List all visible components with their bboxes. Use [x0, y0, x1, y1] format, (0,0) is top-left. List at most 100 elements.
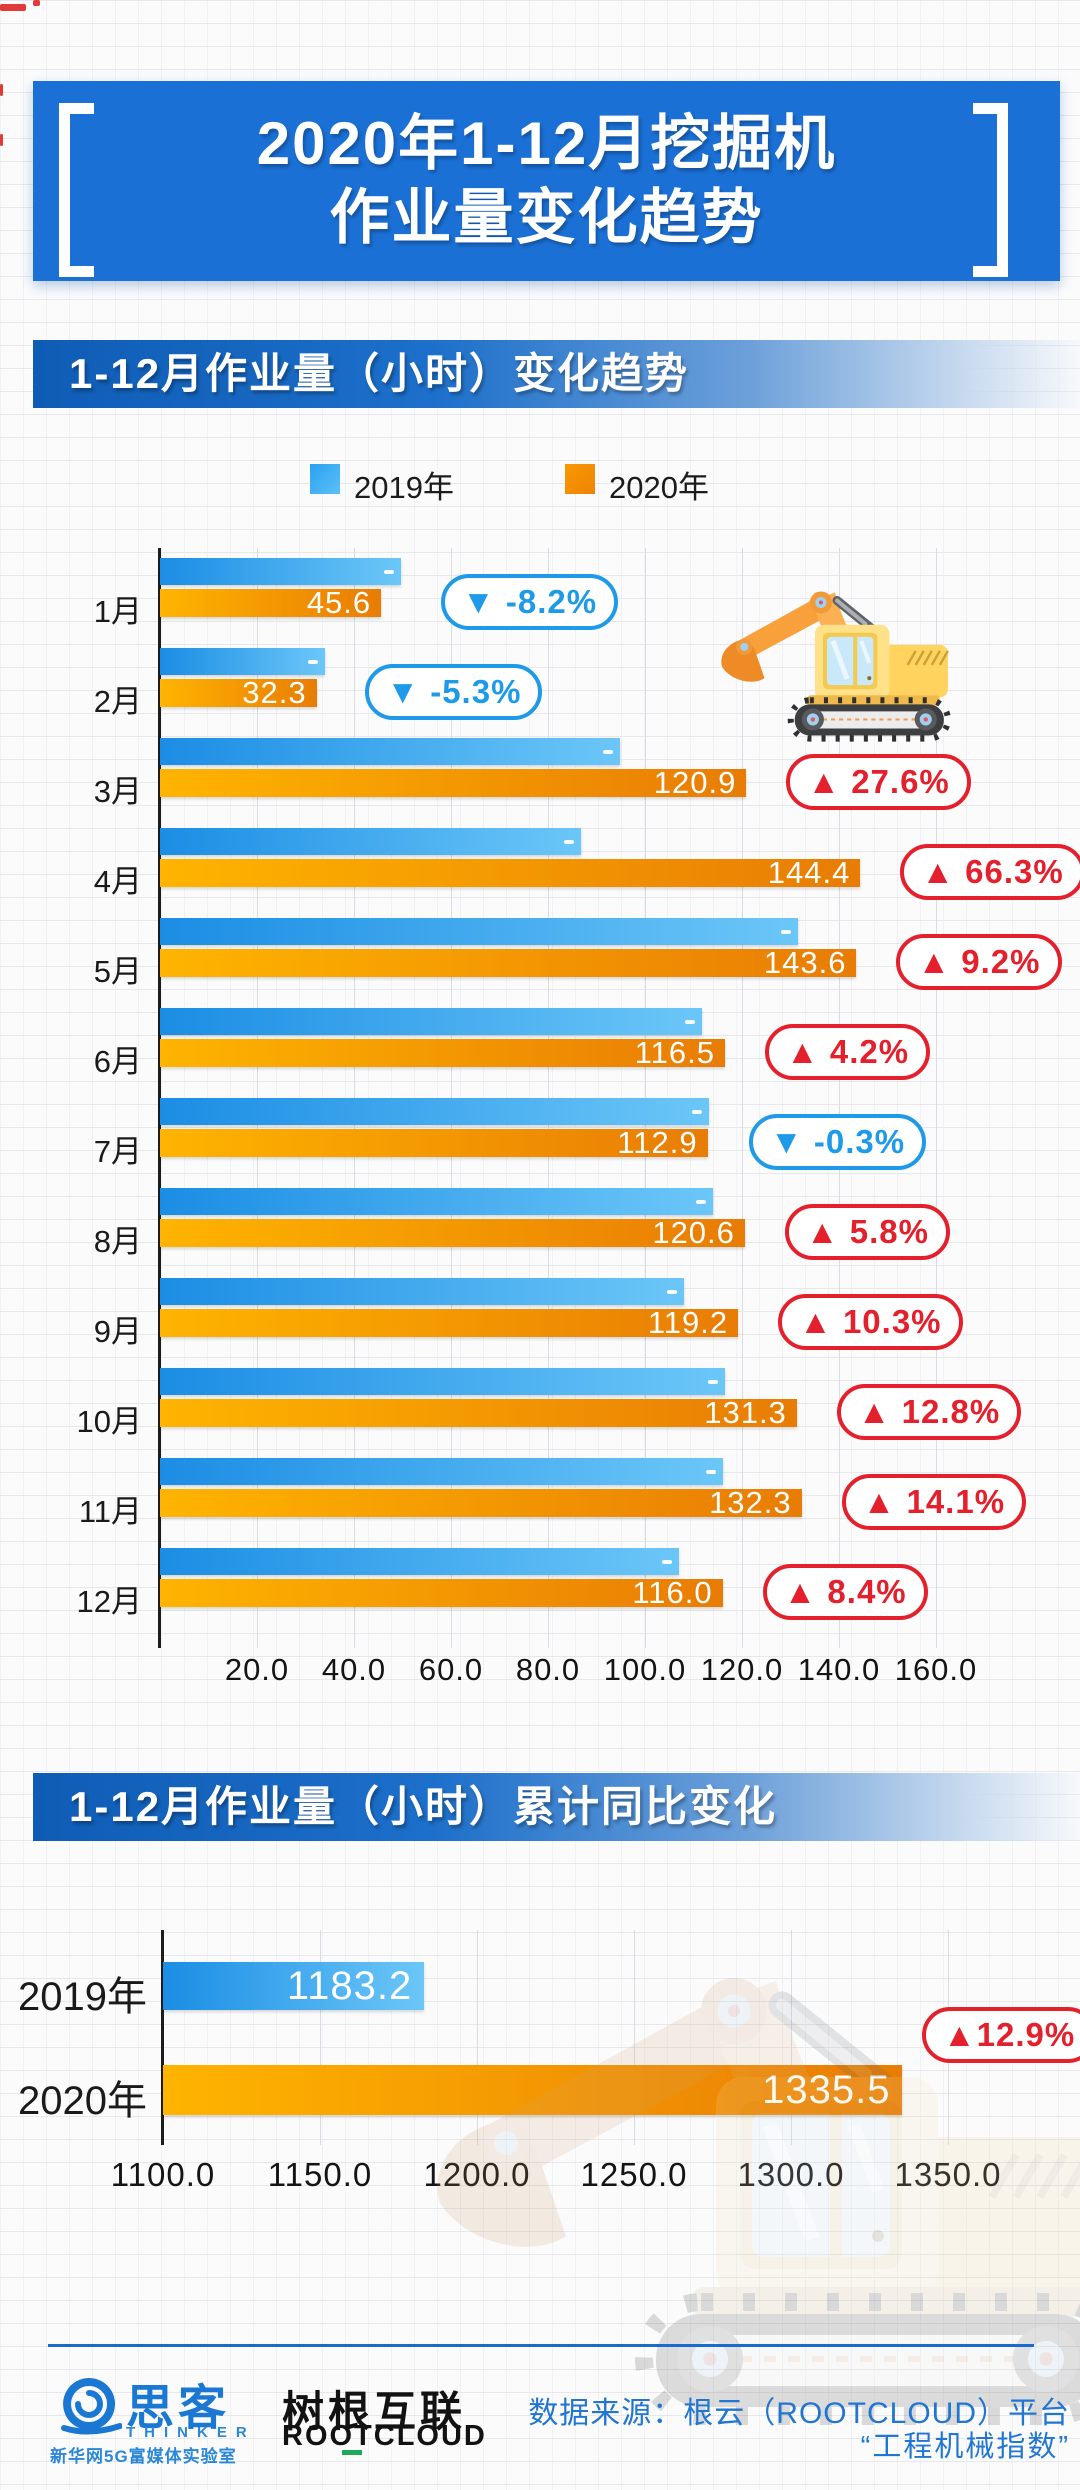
chart1-month-label: 8月 — [93, 1224, 142, 1259]
bar-2020: 132.3 — [160, 1485, 802, 1520]
paper-red-tick — [0, 84, 3, 96]
chart1-gridline — [936, 548, 937, 1648]
thinker-logo-caption: 新华网5G富媒体实验室 — [50, 2447, 237, 2466]
data-source-line1: 数据来源：根云（ROOTCLOUD）平台 — [528, 2397, 1070, 2430]
chart1-x-tick: 140.0 — [797, 1652, 881, 1687]
bar-2019 — [160, 738, 620, 765]
bar-2019 — [160, 648, 326, 675]
yoy-badge-up: ▲ 27.6% — [786, 754, 971, 810]
bar-2019 — [160, 1098, 710, 1125]
bar-2019 — [160, 828, 581, 855]
bar-value-label: 112.9 — [617, 1125, 698, 1160]
chart1-month-label: 5月 — [93, 954, 142, 989]
page-title-block: 2020年1-12月挖掘机 作业量变化趋势 — [33, 81, 1060, 281]
chart1-x-tick: 160.0 — [894, 1652, 978, 1687]
bar-2020: 116.5 — [160, 1035, 726, 1070]
bar-2020: 45.6 — [160, 585, 382, 620]
chart1-month-label: 3月 — [93, 774, 142, 809]
rootcloud-logo-text: 树根互联 — [282, 2388, 467, 2435]
bar-tip-highlight — [563, 839, 574, 844]
bar-2020: 112.9 — [160, 1125, 708, 1160]
chart1-month-label: 2月 — [93, 684, 142, 719]
cumulative-bar-2019年: 1183.2 — [163, 1962, 425, 2010]
bar-tip-highlight — [780, 929, 791, 934]
chart1-x-tick: 60.0 — [418, 1652, 484, 1687]
page-title-line1: 2020年1-12月挖掘机 — [256, 110, 837, 177]
bar-tip-highlight — [602, 749, 613, 754]
bar-value-label: 45.6 — [306, 585, 372, 620]
chart1-month-label: 4月 — [93, 864, 142, 899]
yoy-badge-up: ▲ 5.8% — [784, 1204, 950, 1260]
chart1-gridline — [742, 548, 743, 1648]
bar-value-label: 119.2 — [647, 1305, 729, 1340]
chart1-month-label: 6月 — [93, 1044, 142, 1079]
footer-divider — [48, 2344, 1034, 2347]
yoy-badge-down: ▼ -8.2% — [441, 574, 619, 630]
bar-tip-highlight — [707, 1379, 718, 1384]
yoy-badge-up: ▲ 9.2% — [896, 934, 1062, 990]
bar-2019 — [160, 1008, 703, 1035]
chart1-gridline — [839, 548, 840, 1648]
legend-swatch-2019 — [310, 464, 340, 494]
bar-tip-highlight — [384, 569, 395, 574]
bar-2020: 116.0 — [160, 1575, 723, 1610]
chart1-x-tick: 40.0 — [321, 1652, 387, 1687]
bar-tip-highlight — [705, 1469, 716, 1474]
bar-2020: 144.4 — [160, 855, 861, 890]
chart1-month-label: 9月 — [93, 1314, 142, 1349]
chart1-x-tick: 120.0 — [700, 1652, 784, 1687]
legend-label-2019: 2019年 — [354, 470, 454, 505]
chart2-x-tick: 1150.0 — [267, 2156, 373, 2193]
chart1-x-tick: 20.0 — [224, 1652, 290, 1687]
bar-2020: 32.3 — [160, 675, 317, 710]
bar-value-label: 131.3 — [704, 1395, 787, 1430]
legend-swatch-2020 — [565, 464, 595, 494]
chart1-month-label: 10月 — [76, 1404, 142, 1439]
yoy-badge-down: ▼ -0.3% — [749, 1114, 927, 1170]
chart1-x-tick: 80.0 — [515, 1652, 581, 1687]
section2-header-text: 1-12月作业量（小时）累计同比变化 — [69, 1783, 778, 1830]
yoy-badge-up: ▲ 14.1% — [841, 1474, 1027, 1530]
yoy-badge-up: ▲ 10.3% — [778, 1294, 963, 1350]
section1-header-text: 1-12月作业量（小时）变化趋势 — [69, 350, 690, 397]
chart2-x-tick: 1250.0 — [580, 2156, 688, 2193]
yoy-badge-up: ▲ 12.8% — [836, 1384, 1022, 1440]
chart1-month-label: 1月 — [93, 594, 142, 629]
chart1-month-label: 7月 — [93, 1134, 142, 1169]
chart2-x-tick: 1100.0 — [110, 2156, 216, 2193]
bar-2020: 120.9 — [160, 765, 747, 800]
chart2-gridline — [634, 1930, 635, 2145]
thinker-logo-text: 思客 — [126, 2382, 231, 2435]
paper-red-tick — [33, 0, 40, 6]
bar-tip-highlight — [685, 1019, 696, 1024]
thinker-logo-icon — [61, 2378, 122, 2435]
bar-2019 — [160, 558, 402, 585]
yoy-badge-up: ▲ 4.2% — [765, 1024, 931, 1080]
bar-2019 — [160, 1548, 679, 1575]
rootcloud-green-underline — [342, 2450, 362, 2455]
bar-value-label: 120.9 — [653, 765, 737, 800]
bar-value-label: 116.5 — [634, 1035, 716, 1070]
bar-value-label: 120.6 — [652, 1215, 735, 1250]
bar-value-label: 132.3 — [709, 1485, 792, 1520]
chart1-y-axis — [158, 548, 161, 1648]
chart2-gridline — [320, 1930, 321, 2145]
bar-value-label: 116.0 — [632, 1575, 713, 1610]
page-title-line2: 作业量变化趋势 — [329, 184, 764, 251]
bar-2020: 120.6 — [160, 1215, 745, 1250]
bar-value-label: 144.4 — [767, 855, 851, 890]
bar-value-label: 32.3 — [242, 675, 307, 710]
thinker-logo-latin: THINKER — [126, 2424, 256, 2441]
page-title: 2020年1-12月挖掘机 作业量变化趋势 — [257, 107, 837, 255]
excavator-watermark-illustration — [368, 1948, 1080, 2434]
yoy-badge-up: ▲ 66.3% — [900, 844, 1080, 900]
cumulative-yoy-badge: ▲12.9% — [922, 2007, 1080, 2063]
bar-2019 — [160, 918, 798, 945]
bar-tip-highlight — [692, 1109, 703, 1114]
chart1-month-label: 12月 — [76, 1584, 142, 1619]
bar-value-label: 143.6 — [763, 945, 847, 980]
chart-legend: 2019年 2020年 — [0, 462, 1080, 505]
bar-tip-highlight — [695, 1199, 706, 1204]
section1-header: 1-12月作业量（小时）变化趋势 — [33, 340, 1080, 408]
